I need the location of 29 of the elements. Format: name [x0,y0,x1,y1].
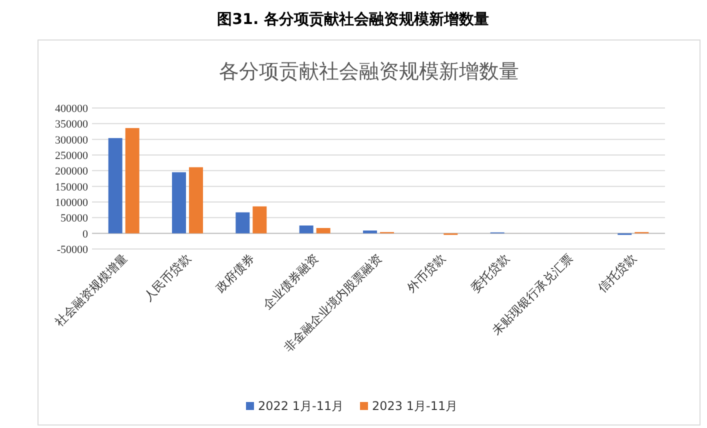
y-tick-label: 50000 [60,212,88,225]
x-tick-label: 政府债券 [213,251,258,296]
x-tick-label: 企业债券融资 [260,251,321,312]
chart-subtitle: 各分项贡献社会融资规模新增数量 [219,59,519,83]
bar [172,172,186,234]
x-tick-label: 委托贷款 [468,251,512,296]
bar [363,230,377,234]
y-tick-label: 400000 [55,103,88,115]
y-tick-label: 300000 [55,134,88,146]
bar [125,128,140,234]
chart-title: 图31. 各分项贡献社会融资规模新增数量 [217,10,489,28]
bar [316,228,330,234]
legend-label: 2023 1月-11月 [372,399,458,413]
y-tick-label: 150000 [55,181,88,194]
y-tick-label: 100000 [55,197,88,209]
bar [252,206,267,234]
x-tick-label: 人民币贷款 [141,251,194,304]
bar [189,167,203,234]
y-tick-label: 0 [82,228,88,240]
y-tick-label: -50000 [56,244,88,256]
x-tick-label: 信托贷款 [595,251,640,296]
x-tick-label: 外币贷款 [404,251,448,296]
bar [108,138,122,234]
bar [236,212,250,234]
legend-label: 2022 1月-11月 [258,399,344,413]
bar [299,226,314,234]
y-tick-label: 200000 [55,166,88,178]
y-tick-label: 350000 [55,118,88,131]
y-tick-label: 250000 [55,150,88,162]
